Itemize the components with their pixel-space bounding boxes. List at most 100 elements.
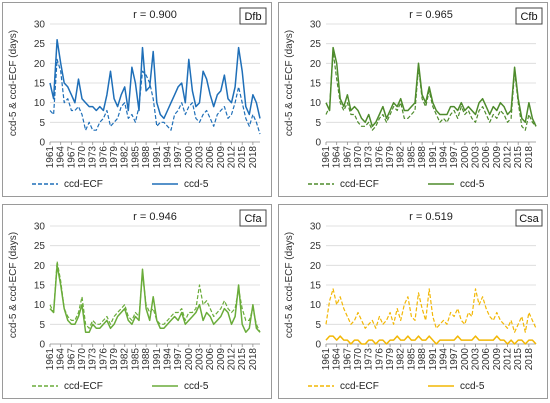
x-tick-label: 2018 <box>524 348 535 371</box>
x-tick-label: 1982 <box>396 146 407 169</box>
x-tick-label: 1967 <box>66 348 77 371</box>
x-tick-label: 1982 <box>396 348 407 371</box>
y-tick-label: 0 <box>39 138 45 149</box>
x-tick-label: 2018 <box>248 146 259 169</box>
legend-label: ccd-5 <box>184 179 209 190</box>
x-tick-label: 1994 <box>438 348 449 371</box>
y-tick-label: 15 <box>34 281 46 292</box>
x-tick-label: 1964 <box>56 146 67 169</box>
x-tick-label: 1988 <box>417 146 428 169</box>
chart-svg-cfb: 0 5 10 15 20 25 30 1961 1964 1967 1970 1973 1976 1979… <box>278 2 548 197</box>
x-tick-label: 1976 <box>98 348 109 371</box>
y-tick-label: 0 <box>39 340 45 351</box>
y-tick-label: 25 <box>310 39 322 50</box>
correlation-annotation: r = 0.946 <box>133 211 177 223</box>
chart-svg-dfb: 0 5 10 15 20 25 30 1961 1964 1967 1970 1973 1976 1979… <box>2 2 272 197</box>
x-tick-label: 1976 <box>98 146 109 169</box>
y-tick-label: 25 <box>34 39 46 50</box>
x-tick-label: 1991 <box>428 348 439 371</box>
x-tick-label: 2012 <box>227 146 238 169</box>
x-tick-label: 1970 <box>77 146 88 169</box>
series-line-ccd-ecf <box>325 288 537 333</box>
x-tick-label: 1976 <box>374 348 385 371</box>
x-tick-label: 2015 <box>237 146 248 169</box>
x-tick-label: 2003 <box>194 348 205 371</box>
series-line-ccd-5 <box>325 335 537 345</box>
x-tick-label: 2003 <box>470 146 481 169</box>
correlation-annotation: r = 0.519 <box>409 211 453 223</box>
series-line-ccd-ecf <box>49 58 261 135</box>
panel-frame <box>278 204 548 399</box>
y-tick-label: 0 <box>315 138 321 149</box>
x-tick-label: 1970 <box>77 348 88 371</box>
y-axis-label: ccd-5 & ccd-ECF (days) <box>284 232 295 338</box>
y-axis-label: ccd-5 & ccd-ECF (days) <box>8 232 19 338</box>
y-axis-label: ccd-5 & ccd-ECF (days) <box>8 30 19 136</box>
zone-label-box <box>515 209 543 227</box>
y-tick-label: 10 <box>310 300 322 311</box>
y-tick-label: 5 <box>315 320 321 331</box>
y-tick-label: 10 <box>34 98 46 109</box>
x-tick-label: 2009 <box>492 146 503 169</box>
zone-label-box <box>239 209 267 227</box>
x-tick-label: 1997 <box>173 146 184 169</box>
x-tick-label: 1961 <box>45 146 56 169</box>
x-tick-label: 1964 <box>332 146 343 169</box>
x-tick-label: 1985 <box>406 348 417 371</box>
chart-svg-cfa: 0 5 10 15 20 25 30 1961 1964 1967 1970 1973 1976 1979… <box>2 204 272 399</box>
x-tick-label: 2006 <box>481 348 492 371</box>
x-tick-label: 1982 <box>120 348 131 371</box>
y-tick-label: 30 <box>34 222 46 233</box>
x-tick-label: 2015 <box>513 146 524 169</box>
x-tick-label: 1994 <box>162 348 173 371</box>
x-tick-label: 1991 <box>152 348 163 371</box>
x-tick-label: 1979 <box>385 348 396 371</box>
correlation-annotation: r = 0.965 <box>409 9 453 21</box>
x-tick-label: 1994 <box>162 146 173 169</box>
x-tick-label: 2015 <box>237 348 248 371</box>
y-axis-label: ccd-5 & ccd-ECF (days) <box>284 30 295 136</box>
y-tick-label: 30 <box>310 222 322 233</box>
chart-panel-cfa: 0 5 10 15 20 25 30 1961 1964 1967 1970 1973 1976 1979… <box>2 204 272 399</box>
x-tick-label: 1991 <box>152 146 163 169</box>
series-line-ccd-ecf <box>325 50 537 131</box>
y-tick-label: 30 <box>34 20 46 31</box>
zone-label: Cfb <box>520 11 537 23</box>
y-tick-label: 5 <box>39 118 45 129</box>
y-tick-label: 5 <box>315 118 321 129</box>
zone-label: Cfa <box>244 213 262 225</box>
x-tick-label: 1964 <box>56 348 67 371</box>
y-tick-label: 15 <box>34 79 46 90</box>
x-tick-label: 1973 <box>88 146 99 169</box>
y-tick-label: 10 <box>310 98 322 109</box>
x-tick-label: 1961 <box>45 348 56 371</box>
x-tick-label: 2012 <box>503 146 514 169</box>
x-tick-label: 1997 <box>449 348 460 371</box>
x-tick-label: 2012 <box>227 348 238 371</box>
x-tick-label: 2012 <box>503 348 514 371</box>
x-tick-label: 2006 <box>205 146 216 169</box>
x-tick-label: 1967 <box>66 146 77 169</box>
x-tick-label: 2000 <box>460 146 471 169</box>
legend-label: ccd-ECF <box>64 381 103 392</box>
x-tick-label: 1997 <box>173 348 184 371</box>
x-tick-label: 2003 <box>194 146 205 169</box>
y-tick-label: 15 <box>310 79 322 90</box>
x-tick-label: 2009 <box>216 146 227 169</box>
x-tick-label: 1991 <box>428 146 439 169</box>
x-tick-label: 1961 <box>321 146 332 169</box>
panel-frame <box>278 2 548 197</box>
x-tick-label: 1988 <box>141 348 152 371</box>
legend-label: ccd-ECF <box>340 179 379 190</box>
x-tick-label: 1973 <box>364 348 375 371</box>
y-tick-label: 0 <box>315 340 321 351</box>
x-tick-label: 1961 <box>321 348 332 371</box>
x-tick-label: 1973 <box>364 146 375 169</box>
x-tick-label: 1970 <box>353 146 364 169</box>
zone-label: Csa <box>519 213 539 225</box>
panel-frame <box>2 204 272 399</box>
x-tick-label: 1973 <box>88 348 99 371</box>
chart-panel-cfb: 0 5 10 15 20 25 30 1961 1964 1967 1970 1973 1976 1979… <box>278 2 548 197</box>
zone-label: Dfb <box>244 11 261 23</box>
y-tick-label: 20 <box>34 261 46 272</box>
